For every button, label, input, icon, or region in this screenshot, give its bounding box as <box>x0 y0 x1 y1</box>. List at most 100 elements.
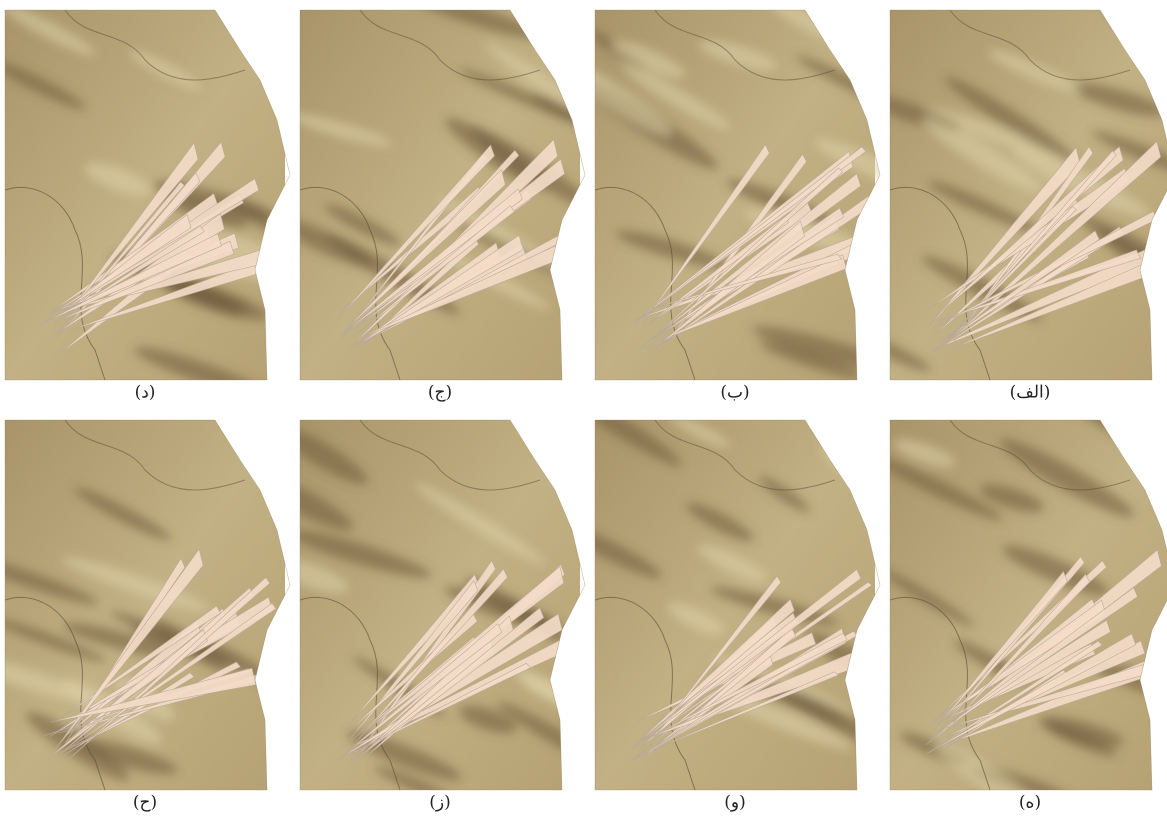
trajectory <box>631 568 862 748</box>
trajectory <box>654 575 782 737</box>
ridge <box>595 420 682 466</box>
trajectory <box>642 144 770 325</box>
trajectory <box>346 662 531 757</box>
panel-label: (و) <box>724 793 745 813</box>
ridge <box>611 40 686 79</box>
ridge <box>686 502 754 542</box>
trajectory <box>931 146 1124 320</box>
trajectories <box>336 560 574 765</box>
map-outline <box>594 9 881 381</box>
trajectory <box>68 142 199 314</box>
trajectory <box>929 587 1138 740</box>
trajectory <box>640 671 840 756</box>
ridge <box>445 118 547 190</box>
trajectory <box>341 188 523 336</box>
border-line <box>949 10 1131 81</box>
map-outline <box>889 419 1167 791</box>
ridge <box>325 204 401 246</box>
ridge <box>414 482 546 565</box>
ridge <box>85 163 151 196</box>
ridge <box>5 654 94 702</box>
ridge <box>63 622 173 657</box>
map-panel <box>889 9 1167 381</box>
ridge <box>531 94 585 131</box>
map-panel <box>4 419 291 791</box>
map-outline <box>889 9 1167 381</box>
ridge <box>300 476 353 531</box>
ridge <box>698 40 777 70</box>
ridge <box>300 530 432 578</box>
panel-label: (د) <box>135 383 156 403</box>
ridge <box>927 180 1039 233</box>
trajectory <box>936 599 1107 721</box>
map-outline <box>4 419 291 791</box>
map-panel <box>594 9 881 381</box>
trajectory <box>54 240 235 323</box>
map-body <box>5 420 290 790</box>
map-outline <box>299 9 586 381</box>
ridge <box>890 456 1003 521</box>
trajectories <box>925 549 1167 755</box>
ridge <box>459 705 517 734</box>
ridge <box>300 218 375 268</box>
border-line <box>300 186 401 380</box>
ridge <box>408 10 543 40</box>
panel-label: (الف) <box>1010 383 1051 403</box>
trajectory <box>349 607 545 765</box>
panel-label: (ب) <box>720 383 749 403</box>
ridge <box>893 439 956 467</box>
ridge <box>987 50 1081 93</box>
border-line <box>64 420 246 491</box>
ridge <box>814 139 880 194</box>
map-panel <box>299 419 586 791</box>
ridge <box>76 738 178 775</box>
trajectory <box>633 598 795 747</box>
border-line <box>654 10 836 81</box>
ridge <box>538 11 585 51</box>
panel-label: (ه) <box>1019 793 1041 813</box>
map-panel <box>299 9 586 381</box>
ridge <box>890 567 974 627</box>
trajectory <box>336 144 495 321</box>
border-line <box>359 420 541 491</box>
trajectories <box>336 138 577 352</box>
trajectory <box>65 225 205 316</box>
ridge <box>669 420 731 448</box>
map-outline <box>594 419 881 791</box>
trajectory <box>63 214 192 311</box>
map-body <box>300 10 585 380</box>
trajectory <box>656 254 847 343</box>
ridge <box>134 347 272 380</box>
ridge <box>1071 82 1166 117</box>
trajectory <box>656 220 805 348</box>
ridge <box>5 61 86 110</box>
ridge <box>934 741 1047 790</box>
trajectories <box>42 141 267 355</box>
map-body <box>595 420 880 790</box>
trajectories <box>632 144 874 355</box>
trajectory <box>348 573 480 725</box>
trajectory <box>357 205 515 334</box>
trajectory <box>633 630 858 759</box>
trajectory <box>42 233 222 324</box>
ridge <box>595 55 672 136</box>
panel-label: (ح) <box>133 793 157 813</box>
trajectories <box>43 548 277 764</box>
panel-label: (ز) <box>429 793 450 813</box>
trajectory <box>50 667 257 723</box>
trajectory <box>53 548 204 753</box>
ridge <box>300 427 368 485</box>
trajectory <box>341 623 503 757</box>
ridge <box>999 439 1134 518</box>
ridge <box>922 117 1043 193</box>
ridge <box>717 692 853 750</box>
trajectory <box>644 632 848 741</box>
map-body <box>595 10 880 380</box>
trajectory <box>943 230 1100 344</box>
trajectories <box>927 140 1167 354</box>
ridge <box>667 602 725 635</box>
ridge <box>300 113 392 146</box>
trajectory <box>63 602 277 753</box>
